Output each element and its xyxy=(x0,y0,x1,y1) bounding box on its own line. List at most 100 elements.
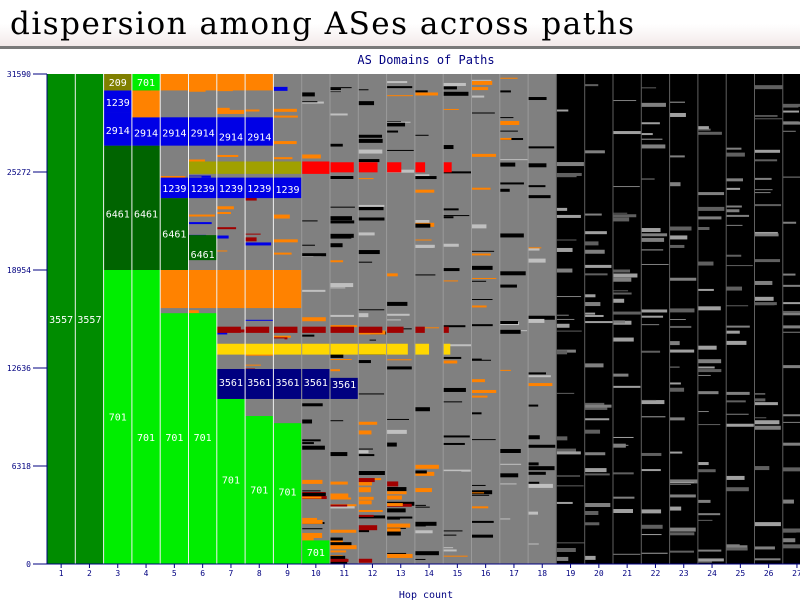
path-stripe xyxy=(528,409,542,411)
path-stripe xyxy=(330,146,348,150)
path-stripe xyxy=(528,171,543,175)
path-stripe xyxy=(471,439,496,441)
path-stripe xyxy=(330,180,357,183)
y-tick-label: 12636 xyxy=(7,364,31,373)
path-stripe xyxy=(245,319,274,321)
path-stripe xyxy=(414,174,430,178)
path-stripe xyxy=(330,452,348,457)
path-stripe xyxy=(443,435,470,438)
as-segment xyxy=(216,117,246,146)
as-segment xyxy=(386,326,404,333)
path-stripe xyxy=(301,419,313,424)
path-stripe xyxy=(414,189,435,193)
path-stripe xyxy=(641,315,664,318)
path-stripe xyxy=(726,152,745,157)
path-stripe xyxy=(782,310,800,313)
path-stripe xyxy=(613,436,634,438)
as-segment xyxy=(188,161,217,174)
as-segment xyxy=(245,161,274,174)
as-segment xyxy=(188,270,217,309)
path-stripe xyxy=(358,261,373,263)
path-stripe xyxy=(584,213,602,216)
path-stripe xyxy=(330,515,343,517)
x-tick-label: 13 xyxy=(396,569,406,578)
path-stripe xyxy=(556,214,581,218)
path-stripe xyxy=(499,518,511,520)
path-stripe xyxy=(330,233,354,238)
path-stripe xyxy=(386,366,412,370)
as-segment xyxy=(414,343,430,355)
segment-label: 3557 xyxy=(77,315,101,326)
path-stripe xyxy=(669,527,696,532)
path-stripe xyxy=(754,402,778,406)
path-stripe xyxy=(358,149,383,154)
path-stripe xyxy=(528,163,547,168)
path-stripe xyxy=(216,212,231,215)
path-stripe xyxy=(697,499,711,503)
path-stripe xyxy=(471,112,495,114)
path-stripe xyxy=(358,309,385,311)
path-stripe xyxy=(499,463,522,465)
path-stripe xyxy=(301,537,314,542)
path-stripe xyxy=(556,350,568,355)
path-stripe xyxy=(414,90,428,93)
path-stripe xyxy=(499,222,526,226)
path-stripe xyxy=(641,452,662,456)
path-stripe xyxy=(726,340,747,345)
path-stripe xyxy=(301,490,321,492)
as-segment xyxy=(330,162,354,173)
path-stripe xyxy=(216,109,245,114)
path-stripe xyxy=(697,462,709,466)
path-stripe xyxy=(330,87,352,89)
path-stripe xyxy=(669,366,680,368)
path-stripe xyxy=(386,95,413,97)
path-stripe xyxy=(754,233,779,237)
as-segment xyxy=(273,161,302,174)
path-stripe xyxy=(443,555,468,557)
path-stripe xyxy=(216,206,234,210)
path-stripe xyxy=(641,309,668,313)
path-stripe xyxy=(386,481,399,487)
path-stripe xyxy=(669,226,692,231)
path-stripe xyxy=(499,329,521,334)
path-stripe xyxy=(414,498,442,500)
path-stripe xyxy=(330,550,347,553)
path-stripe xyxy=(471,412,482,415)
path-stripe xyxy=(669,482,694,484)
path-stripe xyxy=(358,430,372,435)
path-stripe xyxy=(443,547,454,549)
path-stripe xyxy=(613,312,636,314)
path-stripe xyxy=(641,552,668,554)
path-stripe xyxy=(782,121,800,125)
path-stripe xyxy=(641,102,666,107)
column-bg xyxy=(584,74,613,564)
path-stripe xyxy=(726,178,744,182)
path-stripe xyxy=(330,325,358,328)
path-stripe xyxy=(471,79,492,81)
path-stripe xyxy=(669,506,682,511)
as-segment xyxy=(160,117,189,146)
path-stripe xyxy=(443,549,457,552)
path-stripe xyxy=(471,95,485,98)
x-tick-label: 14 xyxy=(424,569,434,578)
path-stripe xyxy=(330,481,348,485)
path-stripe xyxy=(697,131,722,135)
as-segment xyxy=(131,145,161,270)
path-stripe xyxy=(330,555,346,560)
segment-label: 2914 xyxy=(106,126,130,137)
segment-label: 701 xyxy=(222,475,240,486)
path-stripe xyxy=(330,206,355,208)
path-stripe xyxy=(782,528,800,533)
path-stripe xyxy=(613,290,629,292)
path-stripe xyxy=(669,387,685,392)
path-stripe xyxy=(358,509,383,512)
path-stripe xyxy=(386,495,402,500)
path-stripe xyxy=(188,176,202,178)
path-stripe xyxy=(499,195,518,198)
path-stripe xyxy=(443,360,458,364)
path-stripe xyxy=(726,391,750,395)
path-stripe xyxy=(641,509,662,514)
path-stripe xyxy=(584,150,605,154)
slide-title: dispersion among ASes across paths xyxy=(10,6,636,42)
path-stripe xyxy=(273,115,298,118)
